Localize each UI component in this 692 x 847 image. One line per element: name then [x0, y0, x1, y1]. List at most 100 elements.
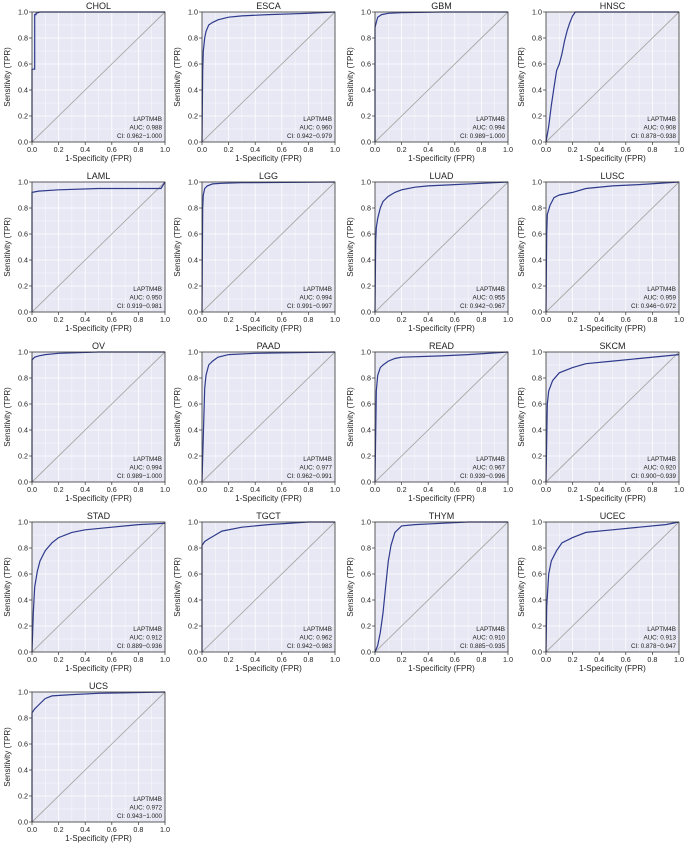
legend-gene-label: LAPTM4B — [476, 286, 505, 293]
x-tick-label: 0.6 — [621, 145, 631, 154]
y-tick-label: 0.8 — [188, 544, 198, 553]
reference-diagonal — [201, 351, 336, 483]
x-tick-label: 0.4 — [594, 315, 604, 324]
roc-panel-esca: 0.00.0 0.2 0.2 0.4 0.4 0.6 0.6 0.8 0.8 1.0 1.0 ESCA… — [173, 1, 340, 163]
x-tick-label: 0.2 — [397, 315, 407, 324]
y-tick-label: 0.4 — [361, 426, 371, 435]
panel-title: THYM — [429, 511, 455, 521]
x-tick-label: 0.6 — [450, 145, 460, 154]
plot-frame — [201, 181, 336, 313]
auc-value: 0.920 — [660, 465, 676, 472]
roc-curve-line — [31, 181, 166, 312]
legend-auc: AUC: 0.994 — [129, 465, 162, 472]
ci-value: 0.943−1.000 — [127, 813, 163, 820]
roc-panel-lgg: 0.00.0 0.2 0.2 0.4 0.4 0.6 0.6 0.8 0.8 1.0 1.0 LGG 1… — [173, 171, 340, 333]
x-tick-label: 0.4 — [250, 145, 260, 154]
legend-ci: CI: 0.885−0.935 — [460, 643, 505, 650]
y-tick-label: 0.6 — [18, 60, 28, 69]
legend-auc: AUC: 0.908 — [643, 125, 676, 132]
x-tick-label: 0.4 — [80, 655, 90, 664]
x-axis-label: 1-Specificity (FPR) — [65, 834, 132, 843]
x-axis-label: 1-Specificity (FPR) — [579, 154, 646, 163]
ci-prefix: CI: — [117, 813, 127, 820]
x-tick-label: 1.0 — [503, 315, 513, 324]
panel-title: GBM — [431, 1, 452, 11]
legend-gene-label: LAPTM4B — [476, 116, 505, 123]
x-tick-label: 0.4 — [250, 315, 260, 324]
auc-value: 0.994 — [146, 465, 162, 472]
auc-value: 0.950 — [146, 295, 162, 302]
auc-prefix: AUC: — [129, 805, 146, 812]
auc-value: 0.988 — [146, 125, 162, 132]
roc-curve-line — [31, 522, 166, 653]
y-tick-label: 0.4 — [18, 256, 28, 265]
y-tick-label: 0.2 — [188, 622, 198, 631]
y-tick-label: 0.0 — [188, 138, 198, 147]
ci-value: 0.900−0.939 — [641, 473, 677, 480]
ci-prefix: CI: — [287, 643, 297, 650]
plot-frame — [545, 521, 680, 653]
x-tick-label: 0.2 — [54, 485, 64, 494]
plot-frame — [374, 351, 509, 483]
y-tick-label: 0.4 — [18, 426, 28, 435]
x-tick-label: 0.6 — [107, 145, 117, 154]
ci-value: 0.991−0.997 — [297, 303, 333, 310]
y-tick-label: 0.2 — [532, 622, 542, 631]
x-tick-label: 0.2 — [224, 145, 234, 154]
legend-auc: AUC: 0.913 — [643, 635, 676, 642]
legend-ci: CI: 0.946−0.972 — [631, 303, 676, 310]
plot-frame — [31, 351, 166, 483]
auc-prefix: AUC: — [299, 635, 316, 642]
auc-value: 0.967 — [489, 465, 505, 472]
plot-frame — [31, 11, 166, 143]
reference-diagonal — [201, 521, 336, 653]
x-tick-label: 0.2 — [54, 655, 64, 664]
x-tick-label: 0.8 — [476, 655, 486, 664]
y-tick-label: 0.6 — [361, 570, 371, 579]
y-tick-label: 1.0 — [532, 178, 542, 187]
y-tick-label: 0.4 — [18, 766, 28, 775]
reference-diagonal — [545, 11, 680, 143]
roc-curve-line — [201, 181, 336, 313]
legend-gene-label: LAPTM4B — [303, 626, 332, 633]
legend-gene-label: LAPTM4B — [133, 626, 162, 633]
x-tick-label: 0.0 — [197, 655, 207, 664]
plot-frame — [374, 521, 509, 653]
y-tick-label: 0.6 — [18, 570, 28, 579]
y-tick-label: 0.8 — [188, 374, 198, 383]
x-tick-label: 0.6 — [107, 315, 117, 324]
legend-gene-label: LAPTM4B — [303, 116, 332, 123]
x-axis-label: 1-Specificity (FPR) — [235, 154, 302, 163]
x-tick-label: 0.8 — [303, 315, 313, 324]
x-tick-label: 0.0 — [541, 655, 551, 664]
plot-frame — [31, 521, 166, 653]
x-tick-label: 0.2 — [54, 145, 64, 154]
y-tick-label: 1.0 — [361, 8, 371, 17]
y-axis-label: Sensitivity (TPR) — [346, 217, 355, 277]
roc-curve-line — [374, 351, 509, 483]
x-tick-label: 0.4 — [250, 655, 260, 664]
roc-curve-line — [545, 521, 680, 653]
ci-value: 0.989−1.000 — [127, 473, 163, 480]
x-tick-label: 0.0 — [27, 485, 37, 494]
roc-panel-ucs: 0.00.0 0.2 0.2 0.4 0.4 0.6 0.6 0.8 0.8 1.0 1.0 UCS 1… — [3, 681, 170, 843]
y-tick-label: 0.6 — [188, 60, 198, 69]
x-tick-label: 0.2 — [54, 825, 64, 834]
y-tick-label: 1.0 — [188, 178, 198, 187]
x-tick-label: 0.0 — [27, 315, 37, 324]
x-tick-label: 1.0 — [330, 485, 340, 494]
legend-ci: CI: 0.991−0.997 — [287, 303, 332, 310]
x-tick-label: 0.0 — [197, 315, 207, 324]
legend-ci: CI: 0.878−0.938 — [631, 133, 676, 140]
y-tick-label: 0.6 — [188, 570, 198, 579]
legend-ci: CI: 0.878−0.947 — [631, 643, 676, 650]
x-tick-label: 0.2 — [568, 315, 578, 324]
x-tick-label: 0.4 — [594, 485, 604, 494]
legend-gene-label: LAPTM4B — [647, 626, 676, 633]
y-tick-label: 0.8 — [18, 34, 28, 43]
y-tick-label: 0.0 — [188, 308, 198, 317]
x-axis-label: 1-Specificity (FPR) — [235, 324, 302, 333]
y-tick-label: 0.0 — [532, 308, 542, 317]
roc-curve-line — [31, 691, 166, 822]
